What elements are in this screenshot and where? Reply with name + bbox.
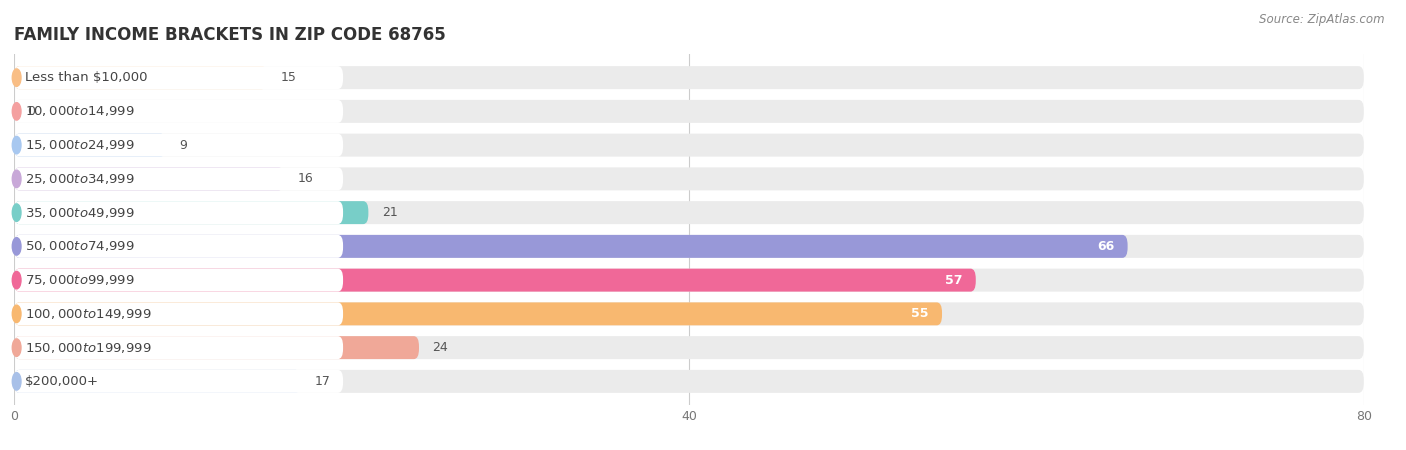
FancyBboxPatch shape xyxy=(14,134,166,157)
FancyBboxPatch shape xyxy=(14,167,284,190)
FancyBboxPatch shape xyxy=(14,370,343,393)
FancyBboxPatch shape xyxy=(14,370,1364,393)
FancyBboxPatch shape xyxy=(14,167,1364,190)
Text: Less than $10,000: Less than $10,000 xyxy=(25,71,148,84)
Circle shape xyxy=(13,170,21,188)
FancyBboxPatch shape xyxy=(14,201,368,224)
Circle shape xyxy=(13,69,21,86)
FancyBboxPatch shape xyxy=(14,167,343,190)
FancyBboxPatch shape xyxy=(14,336,343,359)
FancyBboxPatch shape xyxy=(14,235,1364,258)
Text: $100,000 to $149,999: $100,000 to $149,999 xyxy=(25,307,152,321)
Circle shape xyxy=(13,339,21,356)
FancyBboxPatch shape xyxy=(14,134,1364,157)
Text: 66: 66 xyxy=(1097,240,1114,253)
FancyBboxPatch shape xyxy=(14,302,343,325)
FancyBboxPatch shape xyxy=(14,336,1364,359)
Text: $25,000 to $34,999: $25,000 to $34,999 xyxy=(25,172,135,186)
FancyBboxPatch shape xyxy=(14,100,343,123)
Text: 57: 57 xyxy=(945,274,962,287)
Text: 9: 9 xyxy=(180,139,187,152)
FancyBboxPatch shape xyxy=(14,336,419,359)
FancyBboxPatch shape xyxy=(14,235,1128,258)
Text: Source: ZipAtlas.com: Source: ZipAtlas.com xyxy=(1260,14,1385,27)
FancyBboxPatch shape xyxy=(14,269,1364,292)
Text: $50,000 to $74,999: $50,000 to $74,999 xyxy=(25,239,135,253)
FancyBboxPatch shape xyxy=(14,134,343,157)
Circle shape xyxy=(13,103,21,120)
Text: $75,000 to $99,999: $75,000 to $99,999 xyxy=(25,273,135,287)
FancyBboxPatch shape xyxy=(14,201,343,224)
FancyBboxPatch shape xyxy=(14,235,343,258)
FancyBboxPatch shape xyxy=(14,370,301,393)
Circle shape xyxy=(13,204,21,221)
Text: 15: 15 xyxy=(281,71,297,84)
FancyBboxPatch shape xyxy=(14,66,1364,89)
FancyBboxPatch shape xyxy=(14,269,343,292)
FancyBboxPatch shape xyxy=(14,201,1364,224)
Text: FAMILY INCOME BRACKETS IN ZIP CODE 68765: FAMILY INCOME BRACKETS IN ZIP CODE 68765 xyxy=(14,26,446,44)
Text: 0: 0 xyxy=(28,105,35,118)
FancyBboxPatch shape xyxy=(14,302,942,325)
Text: $200,000+: $200,000+ xyxy=(25,375,98,388)
FancyBboxPatch shape xyxy=(14,302,1364,325)
FancyBboxPatch shape xyxy=(14,269,976,292)
Text: 17: 17 xyxy=(315,375,330,388)
Text: $15,000 to $24,999: $15,000 to $24,999 xyxy=(25,138,135,152)
Circle shape xyxy=(13,271,21,289)
Text: 55: 55 xyxy=(911,307,928,320)
FancyBboxPatch shape xyxy=(14,66,267,89)
FancyBboxPatch shape xyxy=(14,66,343,89)
Text: 24: 24 xyxy=(433,341,449,354)
Circle shape xyxy=(13,373,21,390)
FancyBboxPatch shape xyxy=(14,100,1364,123)
Circle shape xyxy=(13,305,21,323)
Text: $10,000 to $14,999: $10,000 to $14,999 xyxy=(25,104,135,118)
Circle shape xyxy=(13,238,21,255)
Text: $35,000 to $49,999: $35,000 to $49,999 xyxy=(25,206,135,220)
Circle shape xyxy=(13,136,21,154)
Text: 16: 16 xyxy=(298,172,314,185)
Text: $150,000 to $199,999: $150,000 to $199,999 xyxy=(25,341,152,355)
Text: 21: 21 xyxy=(382,206,398,219)
